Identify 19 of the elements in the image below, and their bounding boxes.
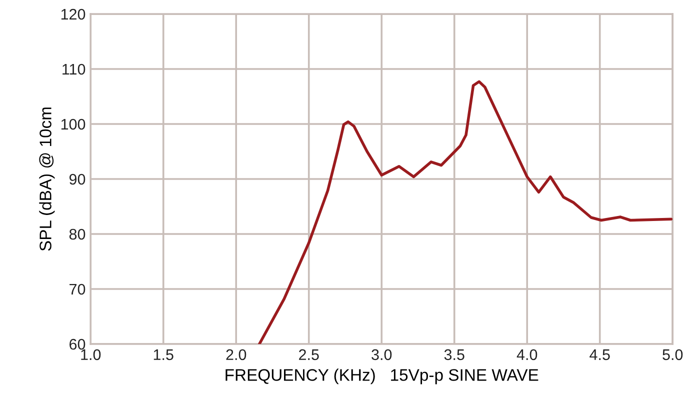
x-tick-label: 4.0	[516, 349, 538, 360]
y-tick-label: 60	[70, 338, 86, 350]
line-series	[258, 80, 673, 344]
y-tick-label: 110	[62, 64, 86, 75]
x-tick-label: 1.0	[81, 349, 101, 360]
y-tick-label: 100	[61, 118, 86, 130]
x-axis-title: FREQUENCY (KHz) 15Vp-p SINE WAVE	[226, 368, 538, 384]
y-axis-title: SPL (dBA) @ 10cm	[39, 108, 55, 251]
x-tick-label: 2.5	[299, 349, 319, 360]
y-tick-label: 120	[61, 8, 86, 20]
x-tick-label: 2.0	[226, 349, 246, 360]
y-tick-label: 70	[70, 284, 86, 295]
x-tick-label: 3.5	[444, 349, 464, 360]
y-tick-label: 80	[69, 228, 86, 240]
y-tick-label: 90	[69, 174, 86, 185]
x-tick-label: 5.0	[662, 349, 683, 360]
x-tick-label: 4.5	[590, 349, 610, 360]
x-tick-label: 1.5	[154, 349, 174, 360]
x-tick-label: 3.0	[372, 349, 392, 360]
